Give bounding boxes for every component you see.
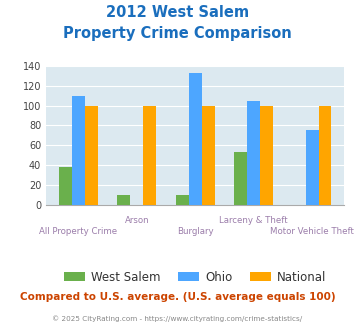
Bar <box>118 195 130 205</box>
Text: Burglary: Burglary <box>177 227 214 236</box>
Text: 2012 West Salem: 2012 West Salem <box>106 5 249 20</box>
Text: Compared to U.S. average. (U.S. average equals 100): Compared to U.S. average. (U.S. average … <box>20 292 335 302</box>
Bar <box>319 106 332 205</box>
Bar <box>176 195 189 205</box>
Text: All Property Crime: All Property Crime <box>39 227 118 236</box>
Text: Motor Vehicle Theft: Motor Vehicle Theft <box>270 227 354 236</box>
Text: Larceny & Theft: Larceny & Theft <box>219 216 288 225</box>
Bar <box>306 130 319 205</box>
Bar <box>72 96 85 205</box>
Text: © 2025 CityRating.com - https://www.cityrating.com/crime-statistics/: © 2025 CityRating.com - https://www.city… <box>53 315 302 322</box>
Bar <box>85 106 98 205</box>
Bar <box>189 73 202 205</box>
Bar <box>202 106 214 205</box>
Bar <box>59 167 72 205</box>
Legend: West Salem, Ohio, National: West Salem, Ohio, National <box>59 266 332 288</box>
Text: Property Crime Comparison: Property Crime Comparison <box>63 26 292 41</box>
Text: Arson: Arson <box>125 216 149 225</box>
Bar <box>247 101 260 205</box>
Bar <box>234 152 247 205</box>
Bar <box>260 106 273 205</box>
Bar <box>143 106 156 205</box>
